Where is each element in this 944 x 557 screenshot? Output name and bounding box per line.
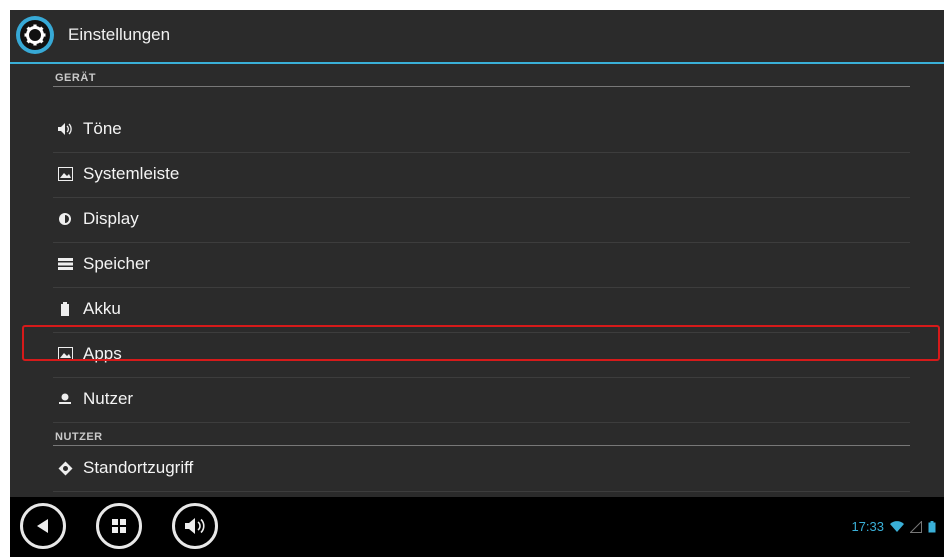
battery-icon (57, 301, 73, 317)
section-header-user: NUTZER (53, 423, 910, 446)
back-icon (37, 519, 48, 533)
settings-item-label: Speicher (83, 254, 151, 273)
user-icon (57, 391, 73, 407)
settings-item-systembar[interactable]: Systemleiste (53, 152, 910, 198)
image-icon (57, 166, 73, 182)
settings-item-storage[interactable]: Speicher (53, 242, 910, 288)
settings-screen: Einstellungen GERÄT Töne Systemleiste Di… (10, 10, 944, 557)
wifi-icon (890, 520, 904, 532)
clock: 17:33 (851, 519, 884, 534)
settings-item-apps[interactable]: Apps (53, 332, 910, 378)
volume-icon (185, 518, 205, 534)
settings-item-label: Systemleiste (83, 164, 180, 183)
settings-item-location[interactable]: Standortzugriff (53, 446, 910, 492)
navigation-bar: 17:33 (10, 497, 944, 557)
settings-gear-icon[interactable] (16, 16, 54, 54)
location-icon (57, 460, 73, 476)
settings-item-label: Standortzugriff (83, 458, 194, 477)
settings-item-label: Apps (83, 344, 122, 363)
selection-highlight (22, 325, 940, 361)
settings-item-sounds[interactable]: Töne (53, 107, 910, 153)
brightness-icon (57, 211, 73, 227)
battery-status-icon (928, 520, 936, 532)
volume-icon (57, 121, 73, 137)
settings-item-label: Display (83, 209, 139, 228)
volume-button[interactable] (172, 503, 218, 549)
action-bar: Einstellungen (10, 10, 944, 64)
back-button[interactable] (20, 503, 66, 549)
status-area: 17:33 (851, 519, 936, 534)
settings-item-battery[interactable]: Akku (53, 287, 910, 333)
settings-item-label: Töne (83, 119, 122, 138)
home-apps-button[interactable] (96, 503, 142, 549)
page-title: Einstellungen (68, 25, 171, 44)
section-header-device: GERÄT (53, 64, 910, 87)
settings-item-users[interactable]: Nutzer (53, 377, 910, 423)
settings-item-label: Nutzer (83, 389, 134, 408)
storage-icon (57, 256, 73, 272)
signal-icon (910, 520, 922, 533)
settings-item-display[interactable]: Display (53, 197, 910, 243)
settings-item-label: Akku (83, 299, 121, 318)
apps-grid-icon (112, 519, 126, 533)
